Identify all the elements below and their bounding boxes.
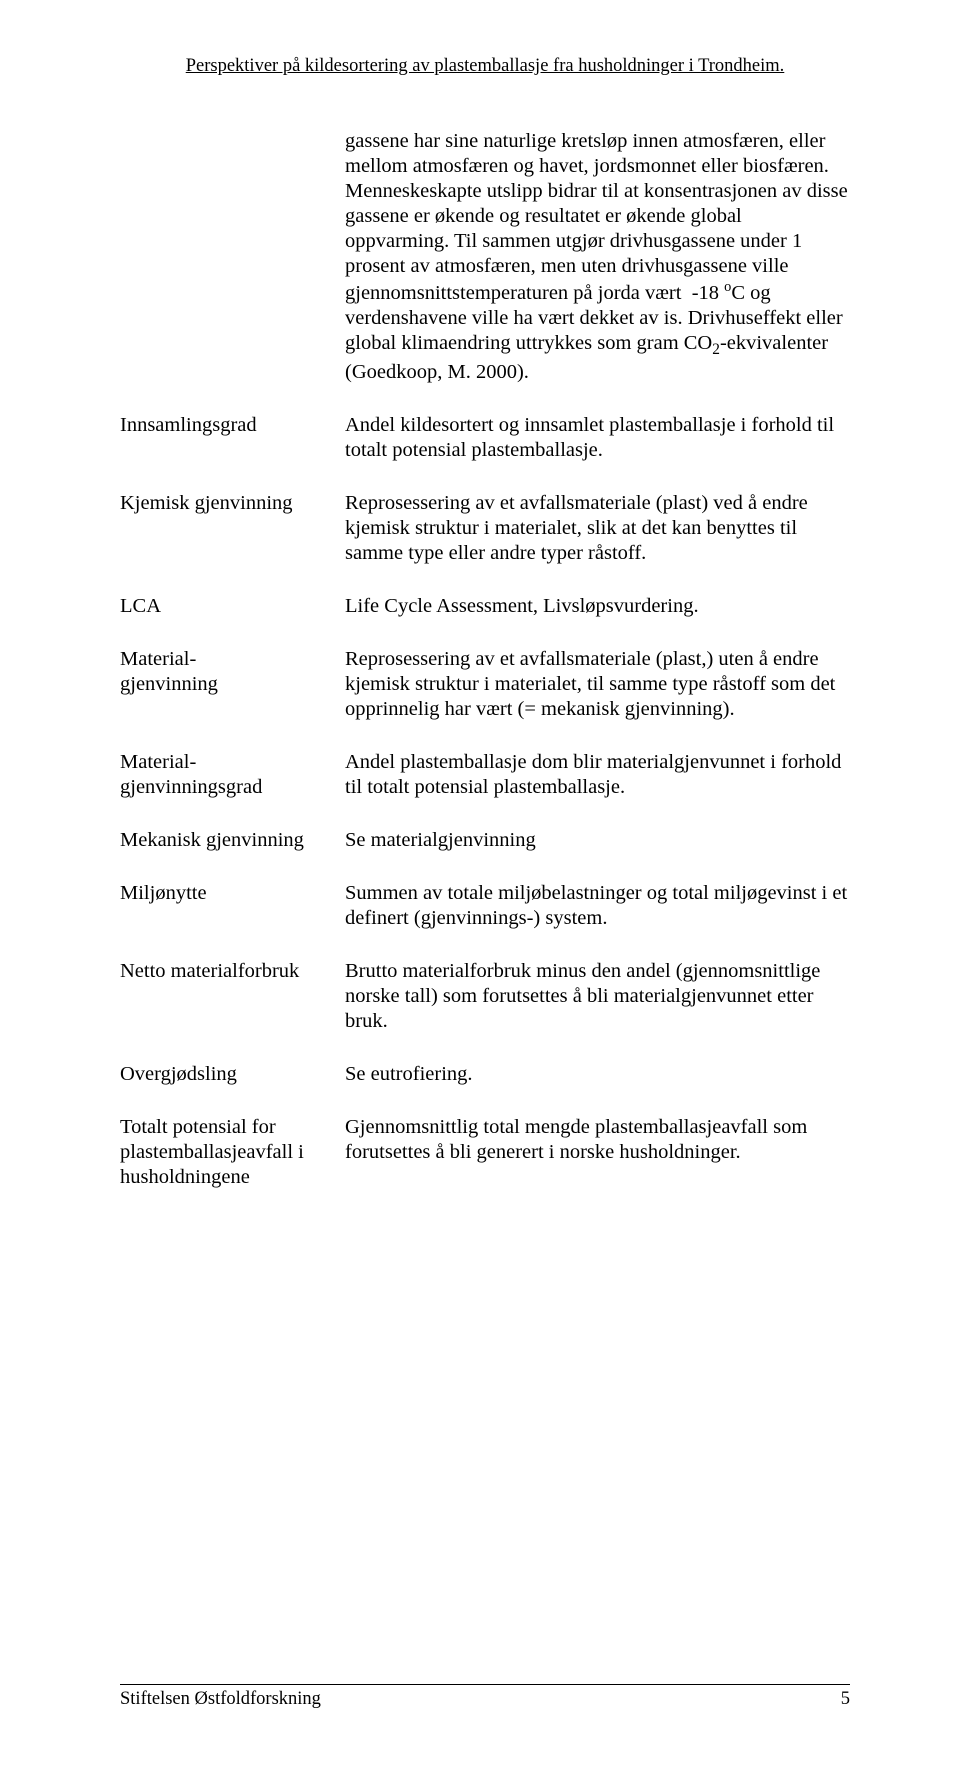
- definition-text: Gjennomsnittlig total mengde plastemball…: [345, 1115, 850, 1165]
- page-header: Perspektiver på kildesortering av plaste…: [120, 56, 850, 77]
- definition-term: Material-gjenvinningsgrad: [120, 750, 345, 800]
- definition-term: Material-gjenvinning: [120, 647, 345, 697]
- definition-text: Summen av totale miljøbelastninger og to…: [345, 881, 850, 931]
- definition-row: Totalt potensial for plastemballasjeavfa…: [120, 1115, 850, 1190]
- definition-row: Mekanisk gjenvinning Se materialgjenvinn…: [120, 828, 850, 853]
- definition-term: Overgjødsling: [120, 1062, 345, 1087]
- definition-text: Andel plastemballasje dom blir materialg…: [345, 750, 850, 800]
- footer-page-number: 5: [841, 1689, 850, 1710]
- definition-row: Kjemisk gjenvinning Reprosessering av et…: [120, 491, 850, 566]
- definition-row: Netto materialforbruk Brutto materialfor…: [120, 959, 850, 1034]
- definition-term: Kjemisk gjenvinning: [120, 491, 345, 516]
- definition-term: LCA: [120, 594, 345, 619]
- definition-text: Brutto materialforbruk minus den andel (…: [345, 959, 850, 1034]
- page-footer: Stiftelsen Østfoldforskning 5: [120, 1684, 850, 1710]
- definition-text: Reprosessering av et avfallsmateriale (p…: [345, 647, 850, 722]
- definition-term: Innsamlingsgrad: [120, 413, 345, 438]
- definition-row: Innsamlingsgrad Andel kildesortert og in…: [120, 413, 850, 463]
- definition-text: Andel kildesortert og innsamlet plastemb…: [345, 413, 850, 463]
- definition-text: Se materialgjenvinning: [345, 828, 850, 853]
- definition-row: Material-gjenvinningsgrad Andel plastemb…: [120, 750, 850, 800]
- definition-row: Material-gjenvinning Reprosessering av e…: [120, 647, 850, 722]
- definition-row: Overgjødsling Se eutrofiering.: [120, 1062, 850, 1087]
- definition-text: Se eutrofiering.: [345, 1062, 850, 1087]
- definition-text: Life Cycle Assessment, Livsløpsvurdering…: [345, 594, 850, 619]
- intro-paragraph: gassene har sine naturlige kretsløp inne…: [345, 129, 850, 385]
- footer-left: Stiftelsen Østfoldforskning: [120, 1689, 321, 1710]
- definition-term: Miljønytte: [120, 881, 345, 906]
- definition-term: Totalt potensial for plastemballasjeavfa…: [120, 1115, 345, 1190]
- definition-term: Mekanisk gjenvinning: [120, 828, 345, 853]
- definition-row: LCA Life Cycle Assessment, Livsløpsvurde…: [120, 594, 850, 619]
- definitions-list: Innsamlingsgrad Andel kildesortert og in…: [120, 413, 850, 1190]
- definition-row: Miljønytte Summen av totale miljøbelastn…: [120, 881, 850, 931]
- definition-text: Reprosessering av et avfallsmateriale (p…: [345, 491, 850, 566]
- definition-term: Netto materialforbruk: [120, 959, 345, 984]
